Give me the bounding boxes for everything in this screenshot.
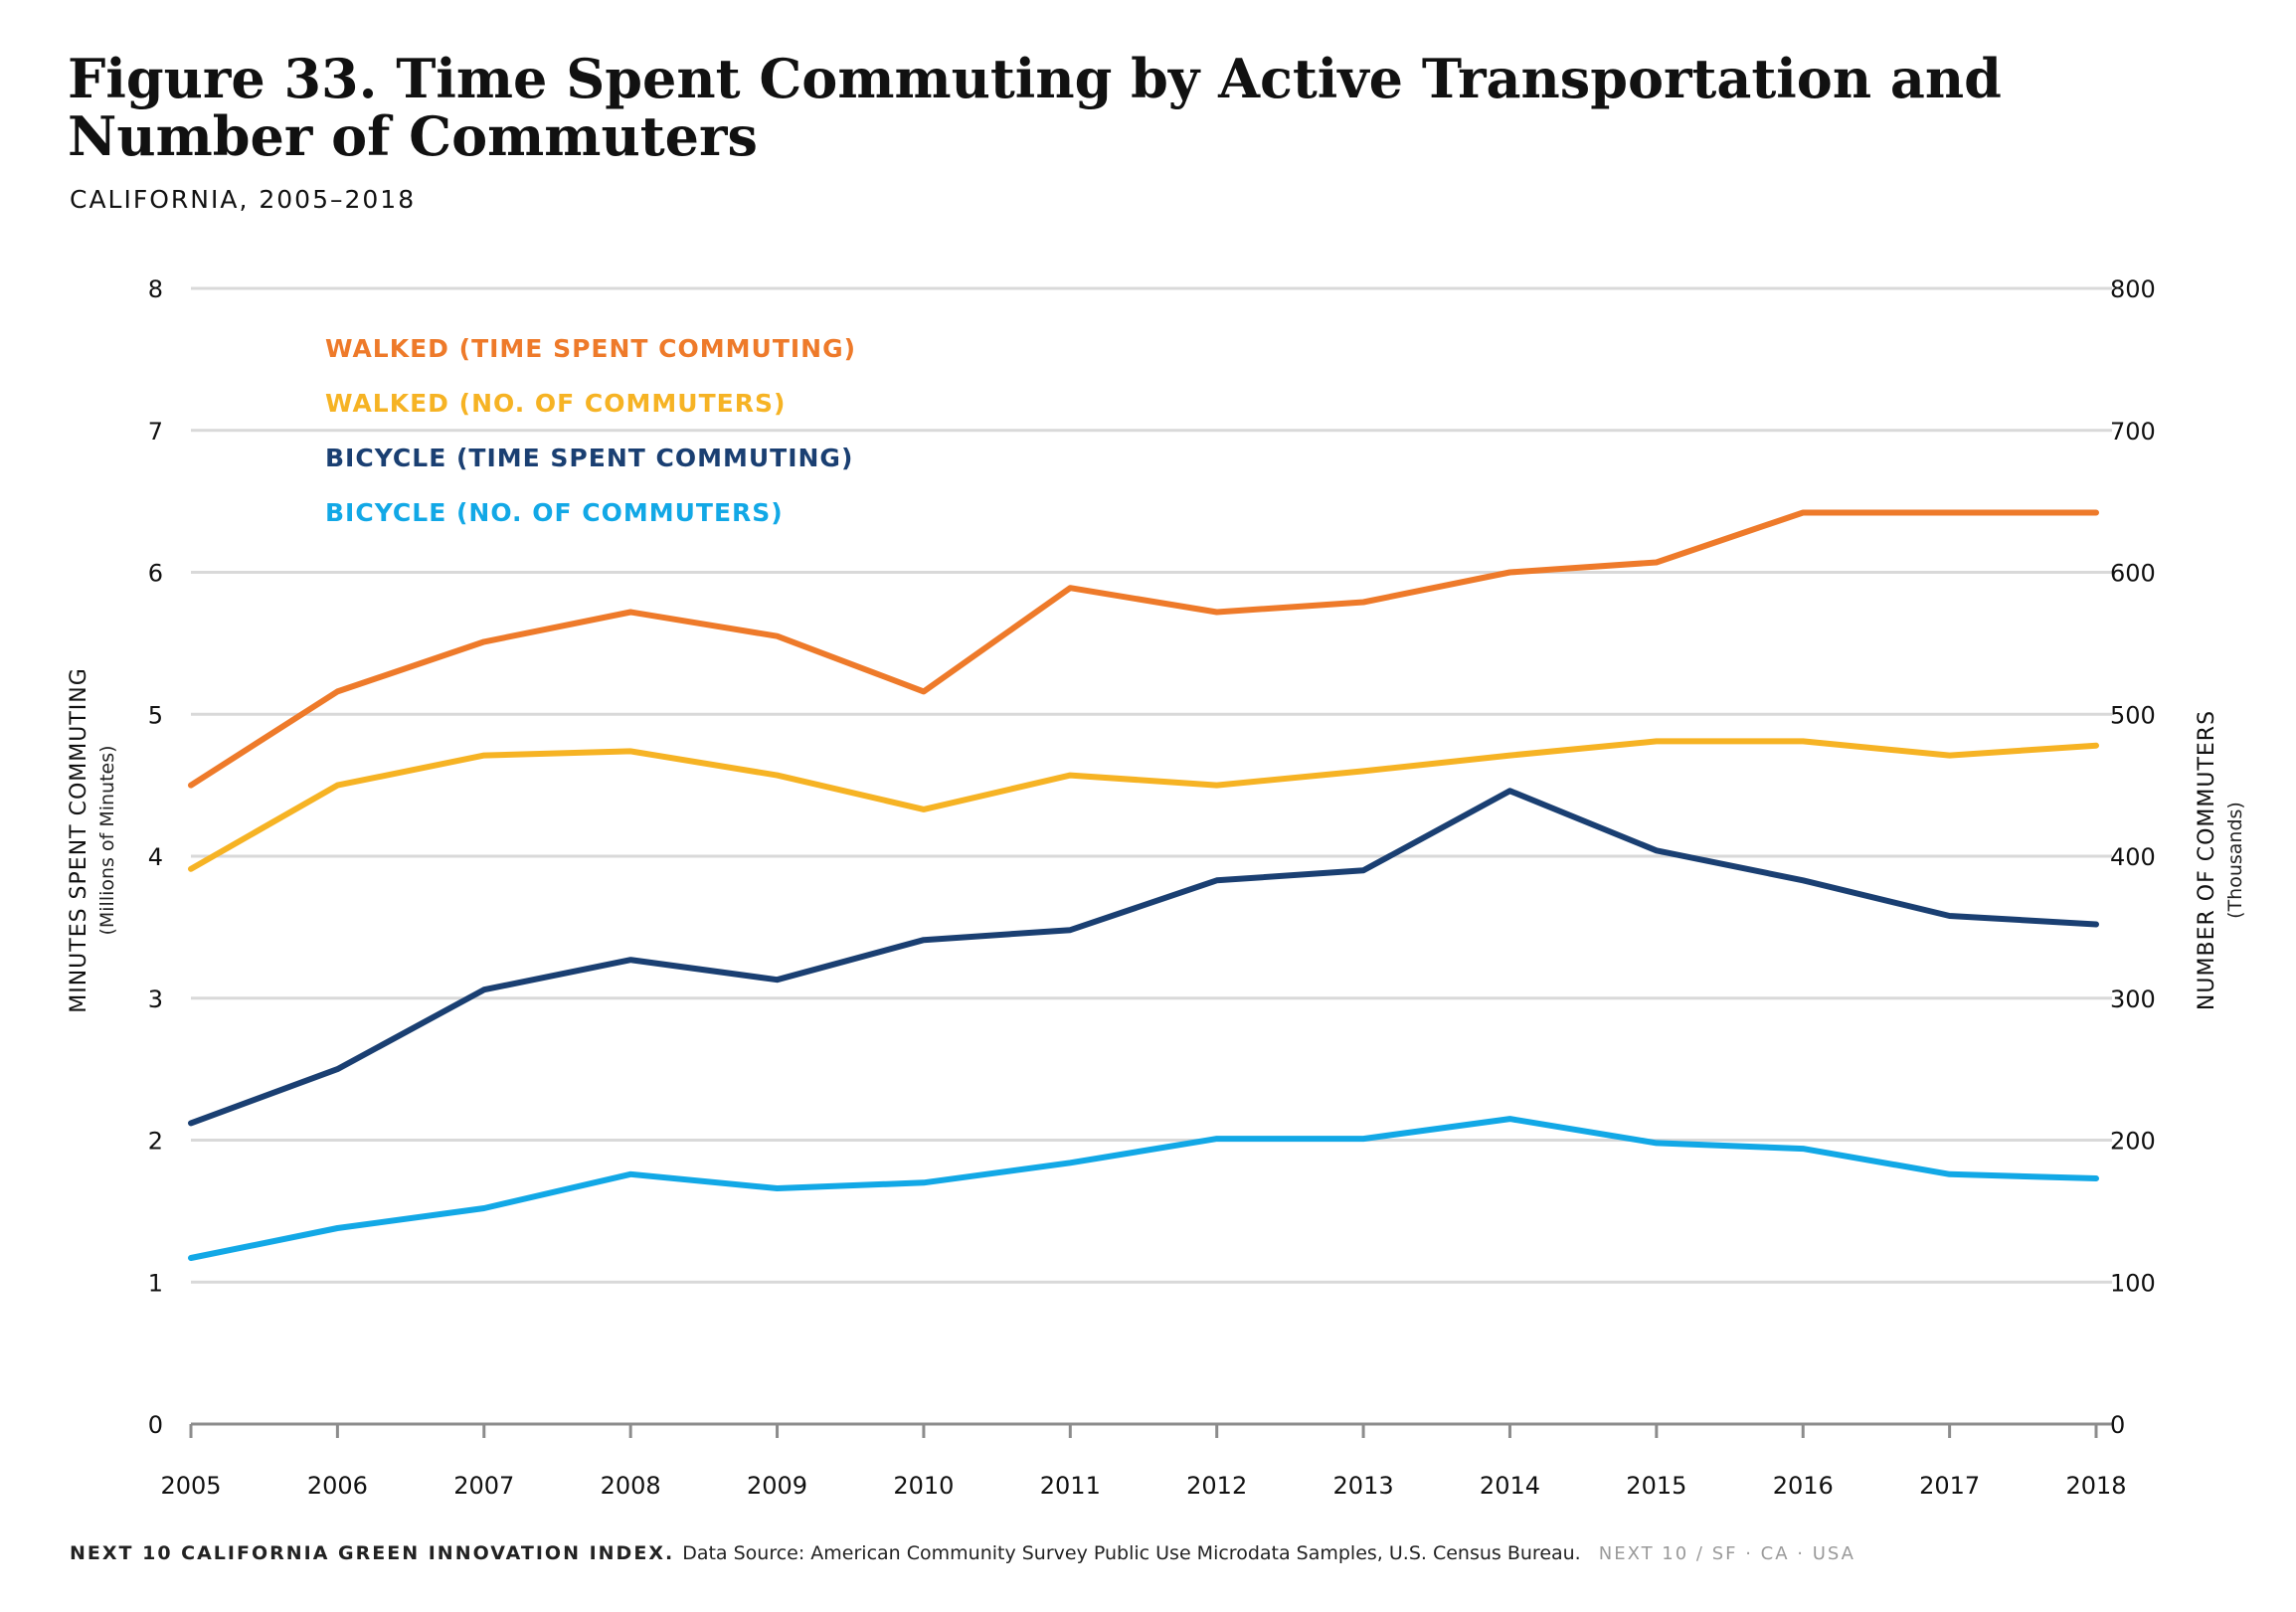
- x-tick-label: 2006: [307, 1472, 368, 1500]
- chart-subtitle: CALIFORNIA, 2005–2018: [70, 185, 417, 214]
- x-tick-label: 2009: [747, 1472, 807, 1500]
- right-tick-label: 100: [2110, 1269, 2156, 1297]
- legend-entry: WALKED (TIME SPENT COMMUTING): [325, 334, 856, 363]
- left-tick-label: 2: [148, 1128, 163, 1156]
- left-tick-label: 4: [148, 843, 163, 871]
- series-line: [188, 1116, 2099, 1261]
- x-tick-label: 2015: [1626, 1472, 1686, 1500]
- x-tick-label: 2017: [1919, 1472, 1980, 1500]
- legend-entry: BICYCLE (NO. OF COMMUTERS): [325, 498, 784, 527]
- left-tick-label: 8: [148, 275, 163, 303]
- right-tick-label: 0: [2110, 1411, 2125, 1439]
- right-tick-label: 700: [2110, 418, 2156, 446]
- legend-entry: BICYCLE (TIME SPENT COMMUTING): [325, 444, 853, 472]
- left-axis-subtitle: (Millions of Minutes): [96, 745, 118, 935]
- legend: WALKED (TIME SPENT COMMUTING) WALKED (NO.…: [325, 334, 856, 527]
- x-tick-label: 2018: [2065, 1472, 2126, 1500]
- left-tick-label: 0: [148, 1411, 163, 1439]
- x-axis-ticks: 2005 2006 2007 2008 2009 2010 2011 2012 2013 2014…: [160, 1424, 2127, 1500]
- series-lines: [188, 509, 2099, 1261]
- series-line: [188, 509, 2099, 789]
- right-tick-label: 600: [2110, 560, 2156, 588]
- left-tick-label: 7: [148, 418, 163, 446]
- footer: NEXT 10 CALIFORNIA GREEN INNOVATION INDE…: [70, 1542, 1855, 1564]
- x-tick-label: 2008: [601, 1472, 661, 1500]
- x-tick-label: 2005: [160, 1472, 221, 1500]
- footer-source: Data Source: American Community Survey P…: [682, 1542, 1581, 1564]
- footer-brand: NEXT 10 CALIFORNIA GREEN INNOVATION INDE…: [70, 1542, 675, 1564]
- right-axis-subtitle: (Thousands): [2224, 802, 2246, 919]
- legend-entry: WALKED (NO. OF COMMUTERS): [325, 389, 786, 418]
- right-tick-label: 200: [2110, 1128, 2156, 1156]
- left-tick-label: 1: [148, 1269, 163, 1297]
- left-axis-title: MINUTES SPENT COMMUTING: [67, 667, 91, 1013]
- left-tick-label: 6: [148, 560, 163, 588]
- grid-lines: [191, 286, 2112, 1426]
- x-tick-label: 2007: [453, 1472, 514, 1500]
- left-tick-label: 3: [148, 985, 163, 1013]
- left-axis-ticks: 0 1 2 3 4 5 6 7 8: [148, 275, 163, 1439]
- right-axis-title: NUMBER OF COMMUTERS: [2195, 710, 2219, 1010]
- x-tick-label: 2011: [1040, 1472, 1101, 1500]
- series-line: [188, 788, 2099, 1127]
- series-line: [188, 738, 2099, 872]
- x-tick-label: 2014: [1480, 1472, 1540, 1500]
- right-tick-label: 400: [2110, 843, 2156, 871]
- x-tick-label: 2012: [1186, 1472, 1247, 1500]
- right-tick-label: 800: [2110, 275, 2156, 303]
- x-tick-label: 2013: [1333, 1472, 1394, 1500]
- x-tick-label: 2016: [1773, 1472, 1834, 1500]
- footer-tag: NEXT 10 / SF · CA · USA: [1598, 1543, 1855, 1564]
- right-tick-label: 500: [2110, 701, 2156, 729]
- x-tick-label: 2010: [893, 1472, 954, 1500]
- right-axis-ticks: 0 100 200 300 400 500 600 700 800: [2110, 275, 2156, 1439]
- left-tick-label: 5: [148, 701, 163, 729]
- chart-title: Figure 33. Time Spent Commuting by Activ…: [68, 47, 2002, 168]
- right-tick-label: 300: [2110, 985, 2156, 1013]
